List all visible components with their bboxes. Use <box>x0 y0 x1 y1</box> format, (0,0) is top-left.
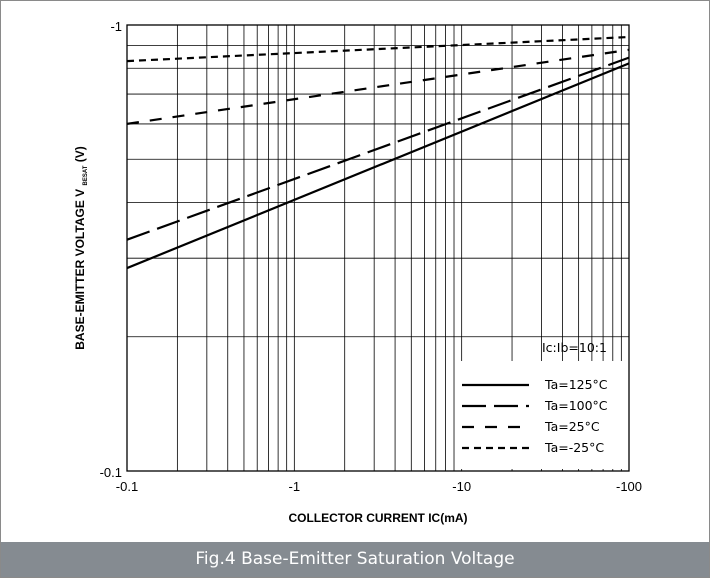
legend-entry-label: Ta=100°C <box>544 398 608 413</box>
series-line <box>126 56 630 241</box>
y-axis-title: BASE-EMITTER VOLTAGE V BESAT (V) <box>73 146 90 349</box>
y-tick-label: -0.1 <box>100 465 122 480</box>
condition-label: Ic:Ib=10:1 <box>542 340 607 355</box>
x-axis-title: COLLECTOR CURRENT IC(mA) <box>288 511 467 525</box>
x-tick-label: -10 <box>452 479 471 494</box>
y-axis-title-unit: (V) <box>73 146 87 162</box>
legend-entry-label: Ta=25°C <box>544 419 600 434</box>
legend-entry-label: Ta=-25°C <box>544 440 604 455</box>
x-tick-label: -1 <box>289 479 301 494</box>
legend-entry-label: Ta=125°C <box>544 377 608 392</box>
series-line <box>126 48 630 125</box>
legend: Ic:Ib=10:1 Ta=125°C Ta=100°C Ta=25°C Ta=-25… <box>457 340 627 469</box>
y-tick-label: -1 <box>110 19 122 34</box>
y-axis-title-main: BASE-EMITTER VOLTAGE V <box>73 189 87 350</box>
plot-area-border <box>126 24 630 472</box>
x-tick-label: -0.1 <box>116 479 138 494</box>
tick-labels: -0.1 -1 -10 -100 -1 -0.1 <box>100 19 642 494</box>
legend-box <box>457 361 627 469</box>
x-tick-label: -100 <box>616 479 642 494</box>
svg-text:BASE-EMITTER VOLTAGE V: BASE-EMITTER VOLTAGE V BESAT (V) <box>73 146 90 349</box>
figure-caption: Fig.4 Base-Emitter Saturation Voltage <box>1 542 709 577</box>
series-line <box>126 62 630 270</box>
y-axis-title-subscript: BESAT <box>83 165 89 185</box>
series-line <box>126 35 630 63</box>
chart: -0.1 -1 -10 -100 -1 -0.1 COLLECTOR CURRENT IC… <box>73 19 642 525</box>
series-lines <box>126 35 630 270</box>
